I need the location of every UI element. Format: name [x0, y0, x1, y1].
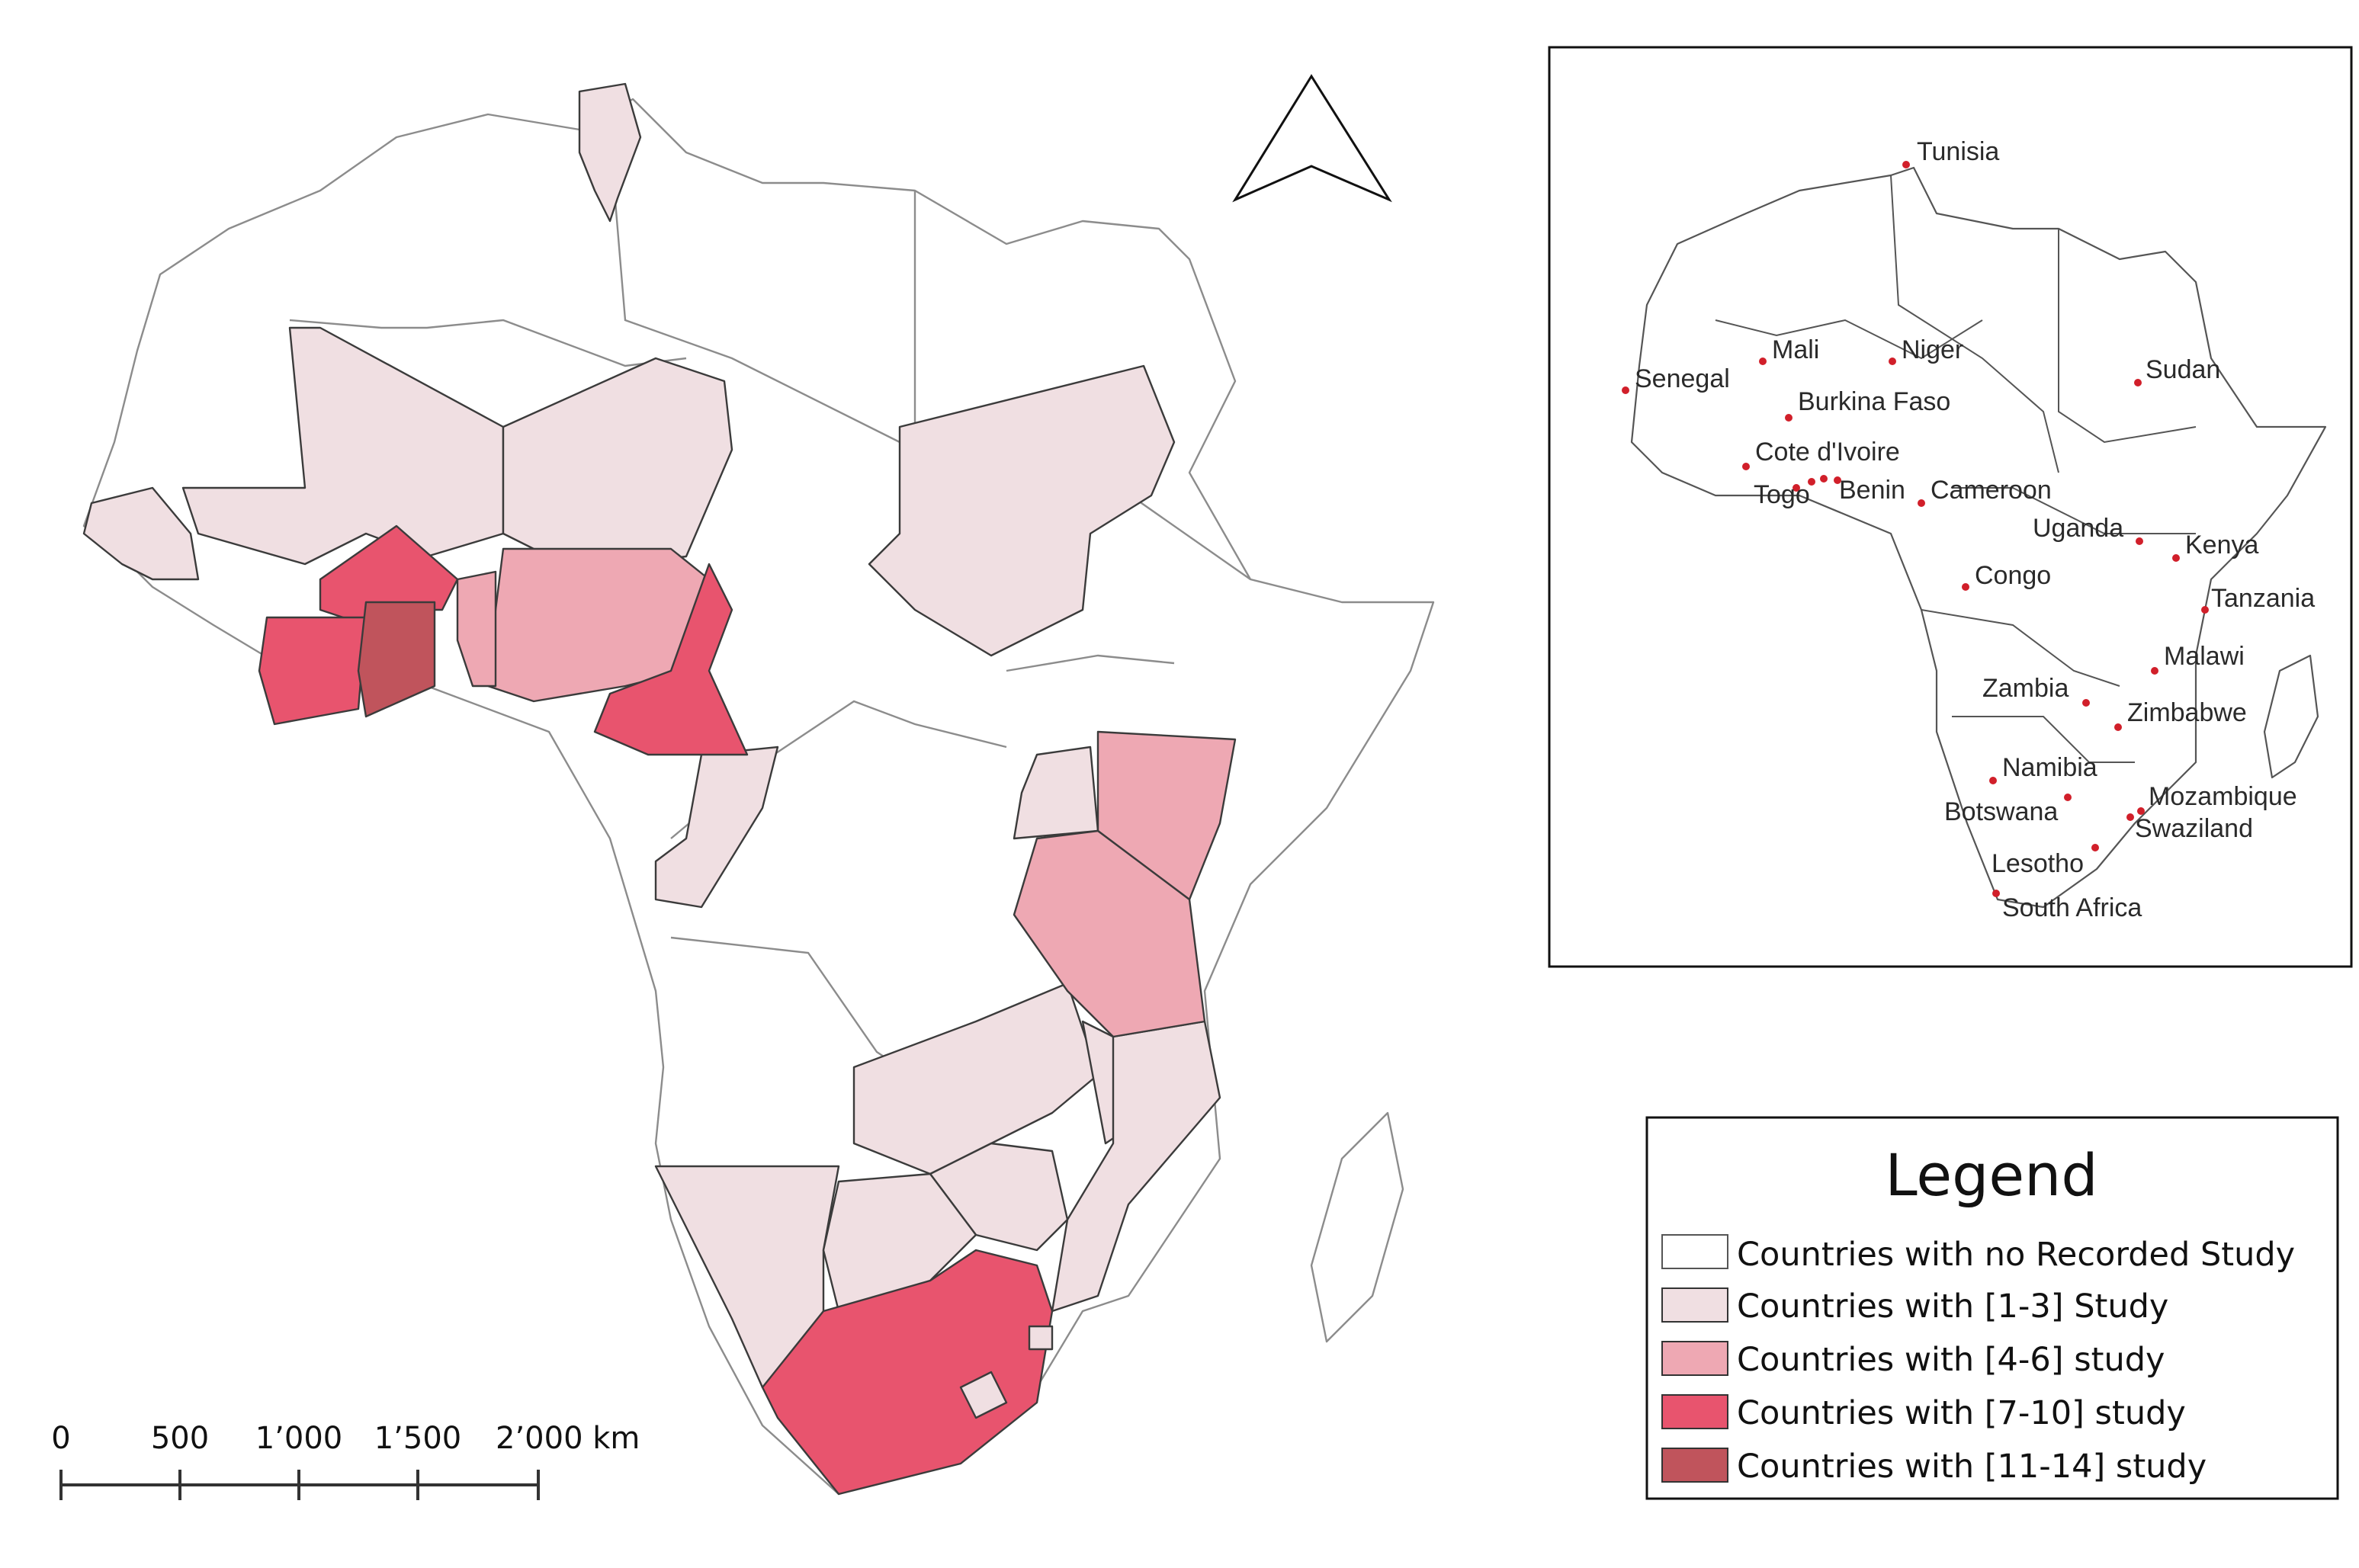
scale-bar: 0 500 1’000 1’500 2’000 km	[51, 1421, 640, 1500]
scale-label-1500: 1’500	[374, 1421, 462, 1456]
country-zambia	[852, 982, 1099, 1175]
scale-label-500: 500	[151, 1421, 209, 1456]
country-sudan	[868, 364, 1176, 657]
inset-labels: Tunisia Mali Niger Senegal Sudan Burkina…	[1635, 137, 2315, 922]
country-kenya	[1096, 730, 1237, 901]
country-cameroon	[593, 563, 749, 756]
countries-7-10	[258, 524, 1054, 1496]
label-kenya: Kenya	[2185, 531, 2258, 560]
label-swaziland: Swaziland	[2135, 814, 2253, 843]
legend-label-7-10: Countries with [7-10] study	[1737, 1394, 2186, 1432]
label-lesotho: Lesotho	[1992, 849, 2084, 878]
label-zimbabwe: Zimbabwe	[2127, 698, 2247, 727]
label-congo: Congo	[1975, 561, 2051, 590]
main-map	[82, 82, 1435, 1496]
countries-1-3	[82, 82, 1221, 1389]
label-burkina-faso: Burkina Faso	[1798, 387, 1950, 416]
country-mali	[181, 326, 505, 566]
country-niger	[502, 357, 733, 566]
country-tanzania	[1013, 829, 1206, 1038]
legend-swatch-1-3	[1661, 1287, 1728, 1323]
label-senegal: Senegal	[1635, 364, 1730, 393]
label-zambia: Zambia	[1982, 674, 2069, 703]
madagascar	[1310, 1111, 1404, 1343]
country-uganda	[1013, 746, 1099, 840]
label-cote-divoire: Cote d'Ivoire	[1755, 438, 1900, 467]
inset-markers	[1622, 161, 2209, 897]
inset-africa-outline	[1630, 166, 2327, 909]
country-south-africa	[761, 1249, 1054, 1496]
label-malawi: Malawi	[2164, 642, 2245, 671]
legend-label-none: Countries with no Recorded Study	[1737, 1236, 2295, 1274]
country-benin	[456, 570, 497, 688]
countries-11-14	[357, 601, 436, 718]
label-uganda: Uganda	[2033, 514, 2123, 543]
country-swaziland	[1028, 1325, 1054, 1351]
country-mozambique	[1051, 1020, 1221, 1313]
legend-swatch-4-6	[1661, 1341, 1728, 1376]
label-niger: Niger	[1902, 335, 1963, 364]
legend-swatch-11-14	[1661, 1448, 1728, 1483]
label-cameroon: Cameroon	[1931, 476, 2052, 505]
label-mali: Mali	[1772, 335, 1819, 364]
label-tunisia: Tunisia	[1917, 137, 1999, 166]
inset-madagascar	[2263, 654, 2319, 779]
country-lesotho	[959, 1371, 1008, 1419]
legend: Legend Countries with no Recorded Study …	[1645, 1116, 2339, 1500]
label-south-africa: South Africa	[2002, 893, 2142, 922]
scale-label-1000: 1’000	[255, 1421, 343, 1456]
north-arrow-icon	[1232, 74, 1392, 203]
country-senegal	[82, 486, 200, 581]
label-togo: Togo	[1754, 480, 1810, 509]
legend-title: Legend	[1885, 1141, 2097, 1209]
country-congo	[654, 746, 779, 909]
label-tanzania: Tanzania	[2211, 584, 2315, 613]
legend-label-11-14: Countries with [11-14] study	[1737, 1448, 2207, 1486]
country-cote-divoire	[258, 616, 367, 726]
scale-label-0: 0	[51, 1421, 70, 1456]
label-benin: Benin	[1839, 476, 1905, 505]
inset-map: Tunisia Mali Niger Senegal Sudan Burkina…	[1548, 46, 2353, 968]
country-ghana	[357, 601, 436, 718]
label-mozambique: Mozambique	[2149, 782, 2297, 811]
legend-swatch-none	[1661, 1234, 1728, 1269]
label-sudan: Sudan	[2146, 355, 2220, 384]
legend-label-1-3: Countries with [1-3] Study	[1737, 1287, 2168, 1326]
countries-4-6	[456, 547, 1237, 1038]
label-namibia: Namibia	[2002, 753, 2097, 782]
scale-label-2000: 2’000 km	[496, 1421, 640, 1456]
label-botswana: Botswana	[1944, 797, 2058, 826]
legend-label-4-6: Countries with [4-6] study	[1737, 1341, 2165, 1379]
country-tunisia	[578, 82, 642, 223]
inset-borders	[1715, 175, 2197, 763]
legend-swatch-7-10	[1661, 1394, 1728, 1429]
